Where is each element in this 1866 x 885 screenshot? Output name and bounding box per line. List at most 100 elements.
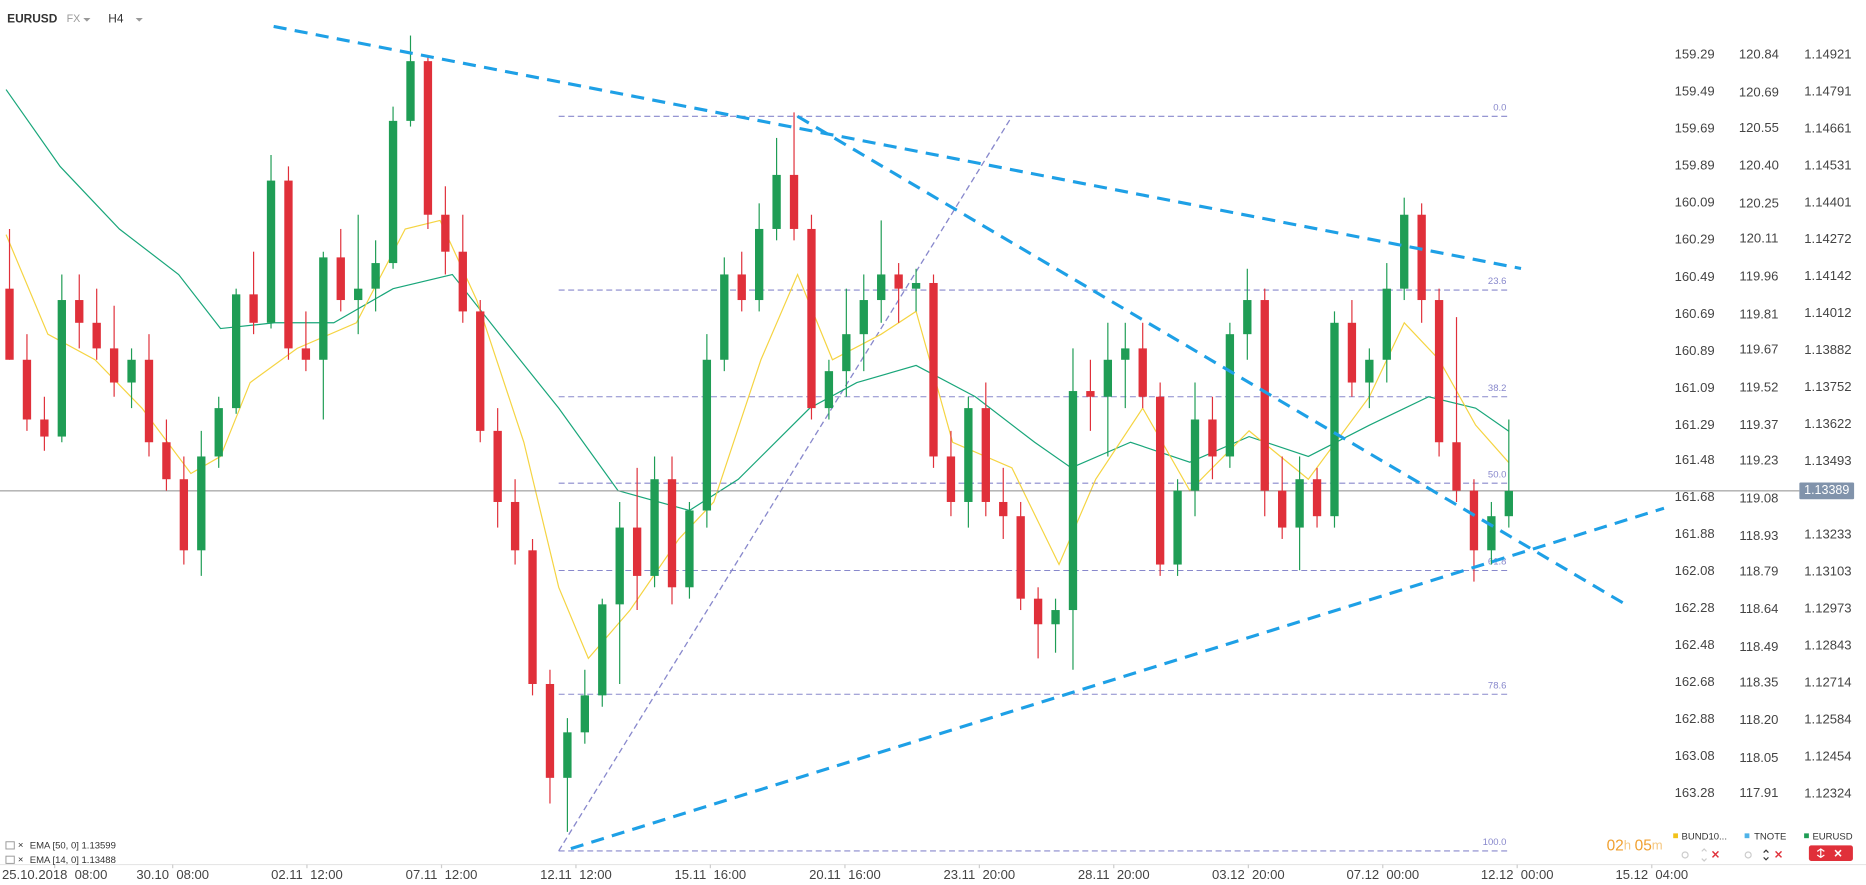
countdown-unit: m — [1652, 838, 1663, 853]
active-instrument-controls[interactable] — [1808, 845, 1853, 861]
indicator-legend: × EMA [50, 0] 1.13599 × EMA [14, 0] 1.13… — [5, 840, 116, 865]
move-icon[interactable] — [1763, 849, 1769, 861]
candle-body — [1417, 214, 1426, 301]
candle-body — [1138, 348, 1147, 397]
remove-icon[interactable]: × — [18, 840, 24, 851]
y-tick-label: 162.88 — [1675, 711, 1715, 726]
trendline — [570, 506, 1665, 851]
current-price-box — [1799, 482, 1855, 500]
candle-body — [231, 294, 241, 409]
candle-body — [162, 442, 171, 480]
candle-body — [1243, 300, 1252, 335]
indicator-icon[interactable] — [5, 841, 15, 850]
candle-body — [1330, 322, 1339, 517]
legend-swatch — [1744, 833, 1750, 839]
visibility-icon[interactable] — [1681, 851, 1689, 859]
candle-body — [877, 274, 886, 301]
remove-icon[interactable]: × — [18, 854, 24, 865]
candle-body — [301, 348, 311, 360]
x-tick-label: 23.11 20:00 — [944, 867, 1016, 882]
y-tick-label: 161.48 — [1675, 452, 1715, 467]
visibility-icon[interactable] — [1744, 851, 1752, 859]
current-price-label: 1.13389 — [1804, 483, 1849, 497]
fib-label: 23.6 — [1488, 276, 1507, 287]
remove-icon[interactable] — [1834, 849, 1842, 857]
candle-body — [406, 61, 415, 121]
x-tick-label: 15.12 04:00 — [1615, 867, 1688, 882]
candle-body — [1347, 322, 1357, 383]
move-icon[interactable] — [1701, 848, 1707, 862]
candle-body — [1434, 300, 1444, 443]
candle-body — [336, 257, 345, 301]
y-tick-label: 161.88 — [1675, 526, 1715, 541]
ema-name: EMA [50, 0] — [30, 840, 79, 851]
candle-body — [423, 61, 433, 215]
timeframe[interactable]: H4 — [108, 11, 124, 25]
remove-icon[interactable] — [1775, 850, 1783, 858]
candle-body — [1278, 490, 1287, 528]
y-tick-label: 1.14401 — [1804, 194, 1851, 209]
y-tick-label: 159.69 — [1675, 121, 1715, 136]
candle-body — [737, 274, 746, 301]
candle-body — [144, 359, 154, 443]
y-tick-label: 1.12843 — [1804, 638, 1851, 653]
y-tick-label: 117.91 — [1739, 785, 1778, 800]
y-tick-label: 1.13882 — [1804, 342, 1851, 357]
candle-body — [528, 550, 537, 684]
y-tick-label: 160.69 — [1675, 306, 1715, 321]
dropdown-caret[interactable] — [83, 18, 91, 22]
fib-label: 61.8 — [1488, 557, 1507, 568]
candle-body — [1400, 214, 1409, 289]
candle-body — [5, 288, 14, 360]
y-tick-label: 1.13233 — [1804, 527, 1851, 542]
candle-body — [824, 371, 834, 409]
market: FX — [67, 13, 81, 25]
legend-label[interactable]: EURUSD — [1812, 831, 1852, 842]
y-tick-label: 1.13103 — [1804, 564, 1851, 579]
candle-body — [1260, 300, 1269, 491]
candle-body — [859, 300, 868, 335]
y-tick-label: 1.14272 — [1804, 231, 1851, 246]
legend-label[interactable]: BUND10... — [1682, 831, 1727, 842]
remove-icon[interactable] — [1711, 850, 1719, 858]
dropdown-caret[interactable] — [135, 18, 143, 22]
move-icon[interactable] — [1816, 848, 1825, 859]
y-tick-label: 118.05 — [1739, 750, 1778, 765]
candle-body — [667, 479, 677, 588]
y-tick-label: 119.81 — [1739, 306, 1778, 321]
plot-area: 25.10.2018 08:00 30.10 08:00 02.11 12:00 07… — [0, 24, 1866, 882]
ema-legend: EMA [14, 0] 1.13488 — [30, 854, 116, 865]
fib-label: 50.0 — [1488, 469, 1507, 480]
candle-body — [354, 288, 363, 301]
fib-label: 0.0 — [1493, 102, 1506, 113]
candle-body — [1469, 490, 1479, 551]
candle-body — [1190, 419, 1200, 491]
y-tick-label: 1.12973 — [1804, 601, 1851, 616]
candle-body — [458, 251, 467, 312]
y-tick-label: 162.08 — [1675, 563, 1715, 578]
trendline — [273, 24, 1522, 271]
candle-body — [92, 322, 101, 349]
ema-line — [5, 89, 1510, 512]
legend-label[interactable]: TNOTE — [1754, 831, 1786, 842]
y-tick-label: 120.55 — [1739, 120, 1779, 135]
x-tick-label: 25.10.2018 08:00 — [2, 867, 107, 882]
y-tick-label: 119.37 — [1739, 417, 1778, 432]
y-tick-label: 1.14531 — [1804, 158, 1851, 173]
y-tick-label: 162.68 — [1675, 674, 1715, 689]
candle-body — [1452, 442, 1461, 491]
y-tick-label: 1.13493 — [1804, 453, 1851, 468]
ema-legend: EMA [50, 0] 1.13599 — [30, 840, 116, 851]
candle-body — [755, 228, 764, 301]
y-tick-label: 160.09 — [1675, 195, 1715, 210]
countdown-unit: h — [1624, 838, 1631, 853]
y-tick-label: 120.84 — [1739, 47, 1779, 62]
y-tick-label: 162.48 — [1675, 637, 1715, 652]
candle-body — [1086, 391, 1095, 397]
candle-body — [40, 419, 49, 437]
y-tick-label: 1.14921 — [1804, 47, 1851, 62]
indicator-icon[interactable] — [5, 855, 15, 864]
y-tick-label: 119.23 — [1739, 452, 1778, 467]
symbol[interactable]: EURUSD — [7, 11, 58, 25]
candle-body — [598, 604, 607, 696]
